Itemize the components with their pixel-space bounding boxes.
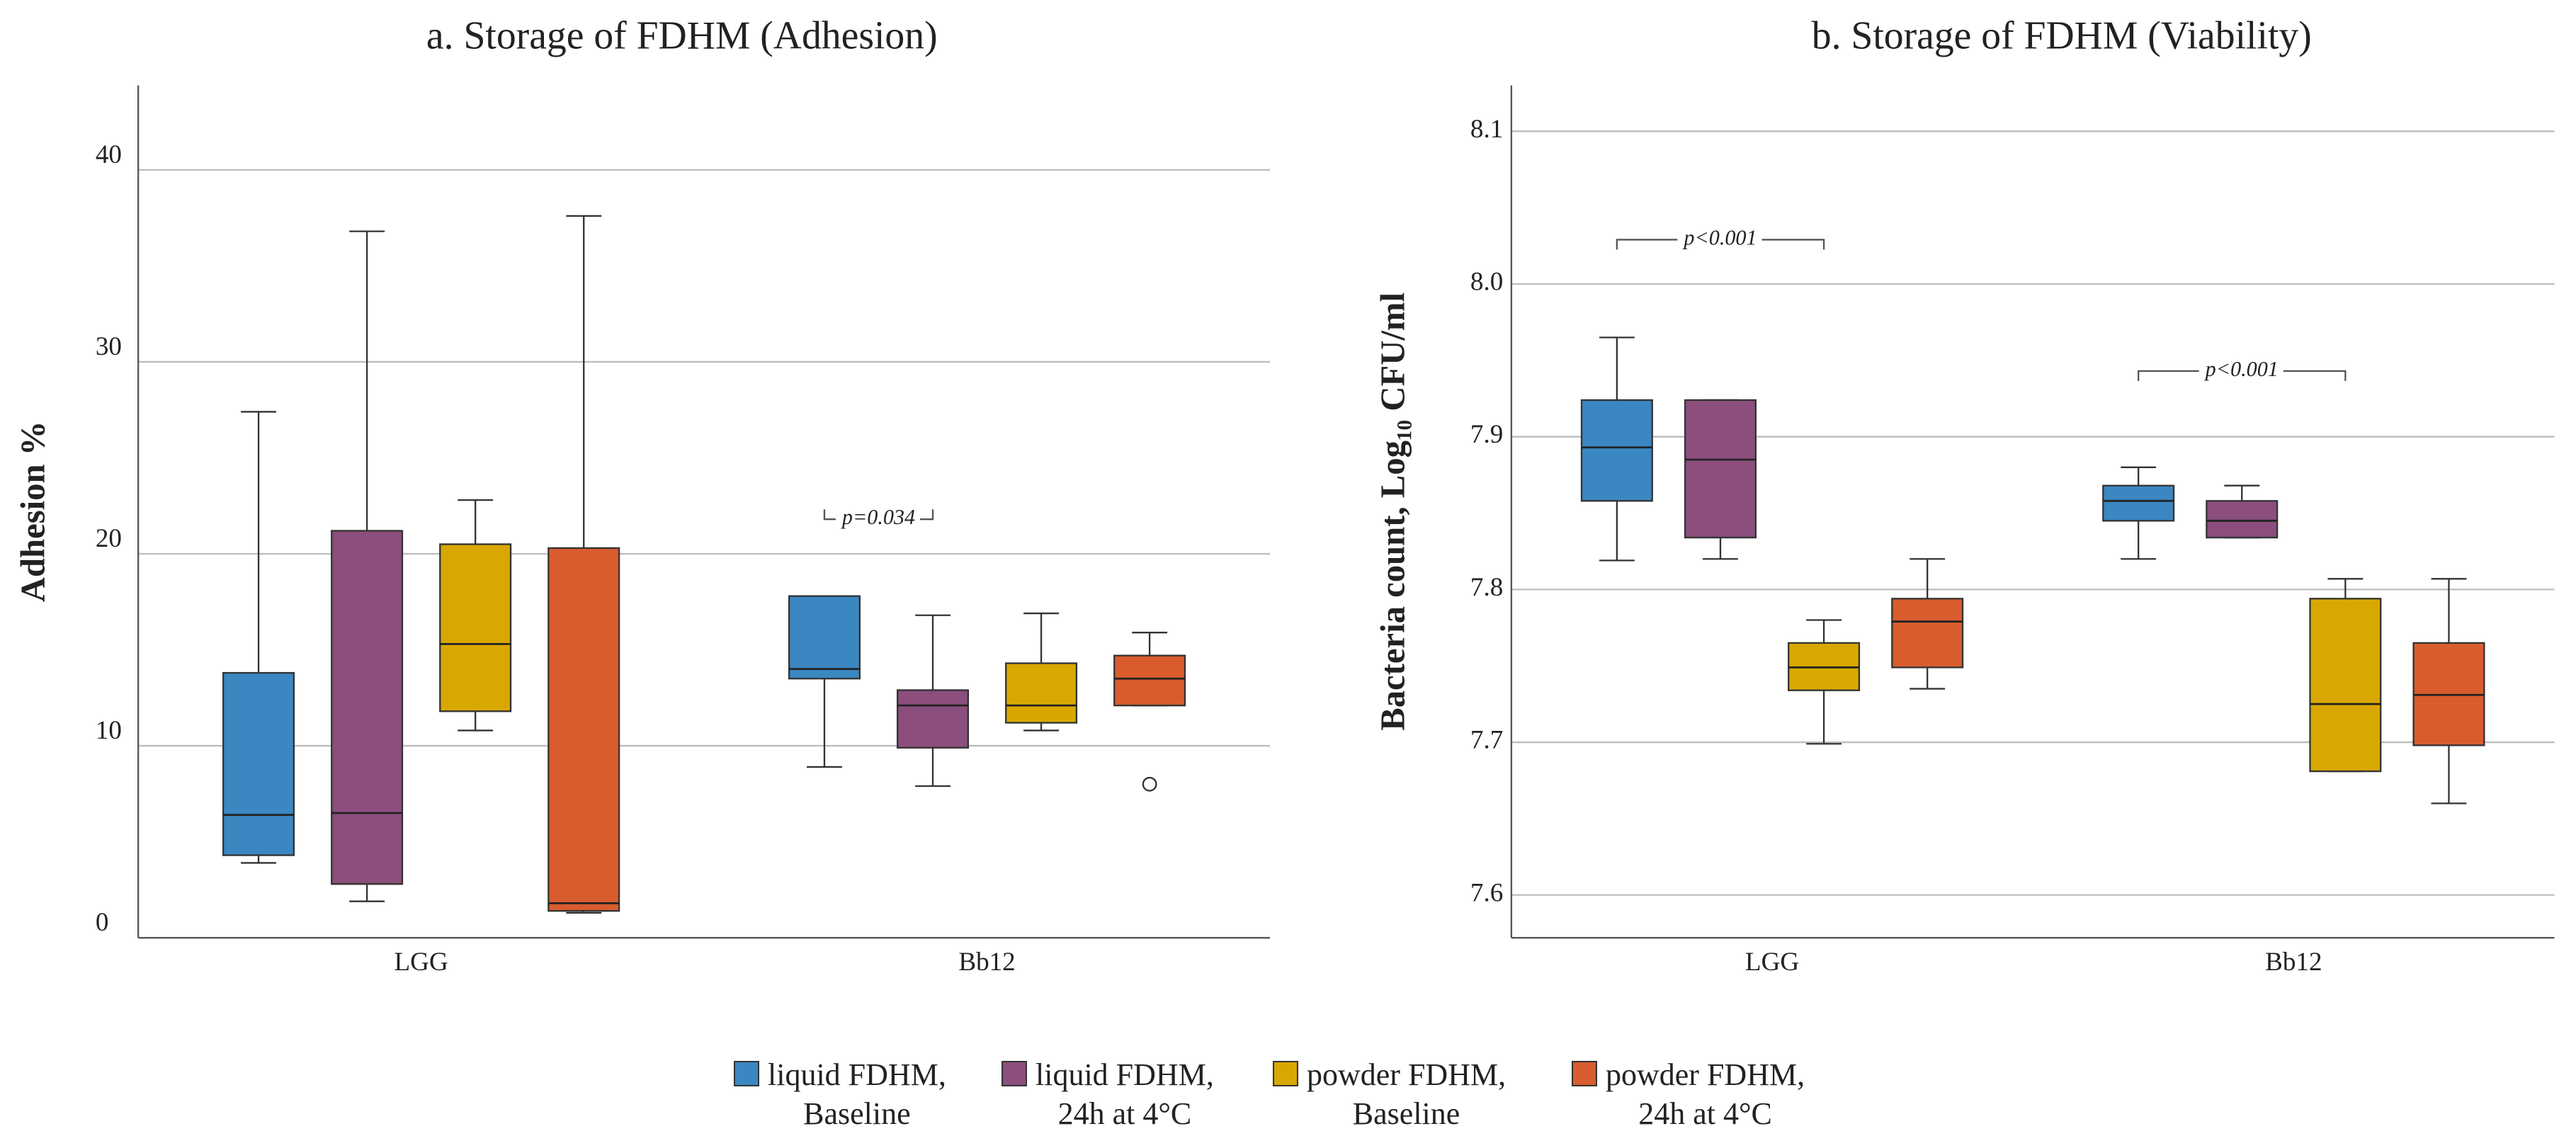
box xyxy=(788,595,861,680)
chart-title: b. Storage of FDHM (Viability) xyxy=(1812,13,2312,57)
box xyxy=(439,543,512,712)
legend: liquid FDHM, Baseline liquid FDHM, 24h at… xyxy=(0,1055,2576,1140)
chart-title: a. Storage of FDHM (Adhesion) xyxy=(426,13,938,57)
legend-swatch xyxy=(1273,1061,1298,1086)
y-tick-label: 30 xyxy=(96,332,122,361)
legend-label: powder FDHM, 24h at 4°C xyxy=(1606,1057,1805,1131)
y-tick-label: 40 xyxy=(96,140,122,169)
legend-swatch xyxy=(1572,1061,1597,1086)
y-tick-label: 8.1 xyxy=(1470,115,1503,144)
legend-swatch xyxy=(1002,1061,1027,1086)
y-tick-label: 7.6 xyxy=(1470,878,1503,907)
box xyxy=(1113,654,1186,707)
y-tick-label: 8.0 xyxy=(1470,268,1503,297)
box xyxy=(2206,500,2279,539)
box xyxy=(1891,598,1964,669)
box xyxy=(1684,399,1757,539)
legend-swatch xyxy=(734,1061,759,1086)
x-tick-label: Bb12 xyxy=(2265,948,2322,977)
label-bg xyxy=(835,505,921,530)
box xyxy=(547,547,620,912)
y-tick-label: 7.7 xyxy=(1470,726,1503,755)
y-tick-label: 10 xyxy=(96,716,122,745)
box xyxy=(2102,484,2175,522)
y-tick-label: 0 xyxy=(96,908,109,937)
legend-item: liquid FDHM, 24h at 4°C xyxy=(1002,1055,1214,1133)
significance-label: p<0.001 xyxy=(2204,357,2279,381)
label-bg xyxy=(1677,225,1762,250)
y-tick-label: 20 xyxy=(96,524,122,553)
significance-label: p<0.001 xyxy=(1682,225,1757,249)
x-tick-label: Bb12 xyxy=(958,948,1015,977)
legend-item: powder FDHM, Baseline xyxy=(1273,1055,1506,1133)
y-axis-label: Bacteria count, Log₁₀ CFU/ml xyxy=(1374,292,1412,731)
box xyxy=(331,530,404,885)
legend-label: powder FDHM, Baseline xyxy=(1307,1057,1507,1131)
box xyxy=(1005,662,1078,724)
box xyxy=(222,671,295,856)
box xyxy=(2309,598,2382,773)
box xyxy=(896,689,970,749)
x-tick-label: LGG xyxy=(1745,948,1799,977)
significance-label: p=0.034 xyxy=(841,505,915,529)
legend-label: liquid FDHM, 24h at 4°C xyxy=(1035,1057,1214,1131)
label-bg xyxy=(2198,356,2283,381)
legend-item: liquid FDHM, Baseline xyxy=(734,1055,946,1133)
outlier xyxy=(1142,776,1157,792)
legend-label: liquid FDHM, Baseline xyxy=(768,1057,946,1131)
y-tick-label: 7.9 xyxy=(1470,420,1503,449)
x-tick-label: LGG xyxy=(395,948,448,977)
legend-item: powder FDHM, 24h at 4°C xyxy=(1572,1055,1805,1133)
y-tick-label: 7.8 xyxy=(1470,573,1503,602)
box xyxy=(1580,399,1653,502)
y-axis-label: Adhesion % xyxy=(14,421,52,603)
